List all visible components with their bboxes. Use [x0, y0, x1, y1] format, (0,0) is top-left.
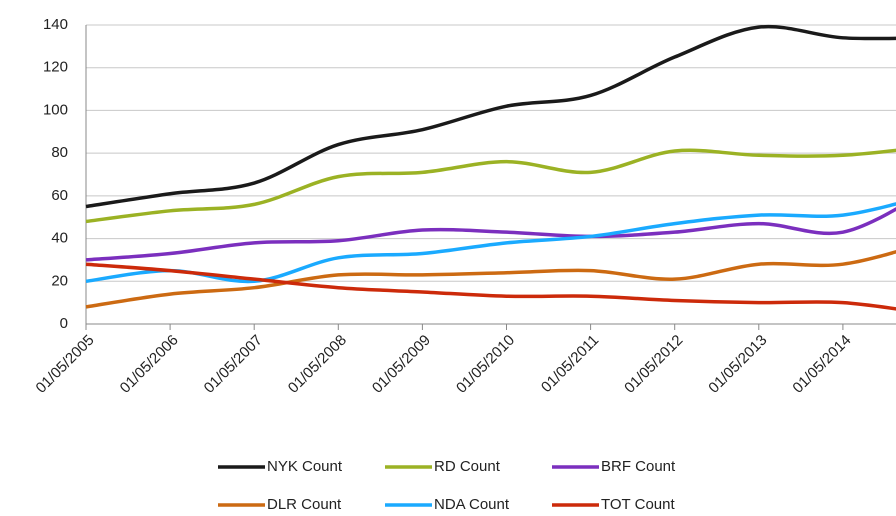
y-tick-label: 0 [60, 315, 68, 332]
x-tick-label: 01/05/2007 [201, 332, 266, 397]
y-tick-label: 40 [51, 230, 68, 247]
plot-lines [85, 24, 896, 311]
x-tick-label: 01/05/2008 [285, 332, 350, 397]
y-tick-label: 100 [43, 101, 68, 118]
y-tick-label: 140 [43, 16, 68, 33]
series-line [85, 250, 896, 309]
legend-label: TOT Count [601, 496, 675, 513]
x-tick-label: 01/05/2014 [789, 332, 854, 397]
legend-label: NYK Count [267, 458, 343, 475]
legend: NYK Count RD Count BRF Count DLR Count NDA C… [218, 458, 676, 513]
y-tick-label: 60 [51, 187, 68, 204]
y-tick-label: 20 [51, 272, 68, 289]
x-tick-label: 01/05/2010 [453, 332, 518, 397]
x-tick-label: 01/05/2009 [369, 332, 434, 397]
y-tick-label: 120 [43, 59, 68, 76]
series-line [85, 24, 896, 209]
y-tick-label: 80 [51, 144, 68, 161]
x-tick-label: 01/05/2011 [538, 332, 602, 396]
x-tick-label: 01/05/2005 [33, 332, 98, 397]
series-line [85, 148, 896, 224]
x-tick-label: 01/05/2013 [705, 332, 770, 397]
series-line [85, 262, 896, 311]
labels: 0 20 40 60 80 100 120 140 01/05/2005 01/05/2006 01… [33, 16, 855, 397]
legend-label: BRF Count [601, 458, 676, 475]
legend-label: NDA Count [434, 496, 510, 513]
legend-label: RD Count [434, 458, 501, 475]
series-line [85, 202, 896, 284]
grid [85, 24, 896, 330]
legend-label: DLR Count [267, 496, 342, 513]
x-tick-label: 01/05/2012 [621, 332, 686, 397]
series-line [85, 207, 896, 262]
x-tick-label: 01/05/2006 [117, 332, 182, 397]
